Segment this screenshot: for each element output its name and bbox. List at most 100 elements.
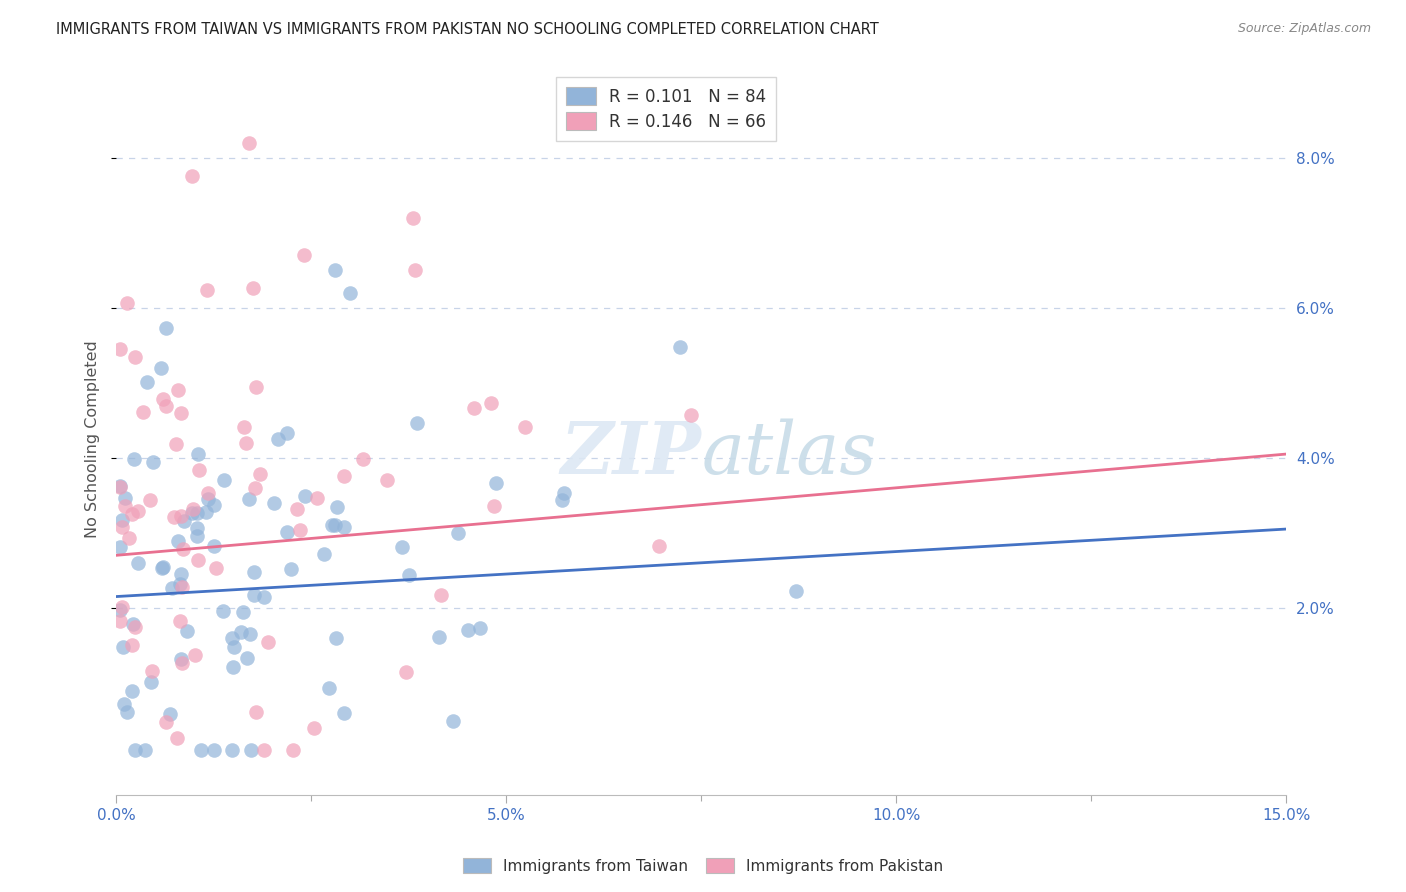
Point <box>121 507 143 521</box>
Point <box>395 665 418 680</box>
Y-axis label: No Schooling Completed: No Schooling Completed <box>86 340 100 538</box>
Point <box>108 614 131 628</box>
Point <box>181 501 204 516</box>
Point <box>166 731 188 745</box>
Point <box>111 520 134 534</box>
Point <box>239 627 262 641</box>
Point <box>245 380 267 394</box>
Point <box>170 508 193 523</box>
Point <box>785 584 807 599</box>
Text: Source: ZipAtlas.com: Source: ZipAtlas.com <box>1237 22 1371 36</box>
Point <box>294 489 316 503</box>
Point <box>186 553 208 567</box>
Point <box>551 492 574 507</box>
Text: ZIP: ZIP <box>561 417 702 489</box>
Point <box>406 416 429 430</box>
Point <box>287 502 309 516</box>
Point <box>302 721 325 735</box>
Point <box>108 603 131 617</box>
Point <box>117 705 139 719</box>
Point <box>232 605 254 619</box>
Point <box>212 473 235 487</box>
Point <box>513 420 536 434</box>
Point <box>183 648 205 662</box>
Point <box>221 743 243 757</box>
Point <box>114 491 136 505</box>
Point <box>242 281 264 295</box>
Point <box>134 743 156 757</box>
Point <box>307 491 329 505</box>
Point <box>194 505 217 519</box>
Point <box>323 263 346 277</box>
Point <box>172 542 194 557</box>
Point <box>186 521 208 535</box>
Point <box>186 529 208 543</box>
Point <box>332 520 354 534</box>
Point <box>485 475 508 490</box>
Point <box>176 624 198 639</box>
Point <box>204 540 226 554</box>
Point <box>221 632 243 646</box>
Point <box>190 743 212 757</box>
Point <box>404 262 426 277</box>
Point <box>263 496 285 510</box>
Point <box>352 452 374 467</box>
Point <box>202 743 225 757</box>
Point <box>122 452 145 467</box>
Point <box>152 560 174 574</box>
Point <box>553 485 575 500</box>
Point <box>222 659 245 673</box>
Point <box>162 510 184 524</box>
Point <box>430 588 453 602</box>
Point <box>121 638 143 652</box>
Point <box>170 580 193 594</box>
Point <box>186 506 208 520</box>
Point <box>170 656 193 670</box>
Point <box>339 285 361 300</box>
Point <box>169 577 191 591</box>
Point <box>276 525 298 540</box>
Point <box>240 743 263 757</box>
Point <box>114 499 136 513</box>
Point <box>131 405 153 419</box>
Point <box>139 492 162 507</box>
Point <box>398 568 420 582</box>
Point <box>332 706 354 720</box>
Point <box>108 342 131 356</box>
Point <box>243 588 266 602</box>
Point <box>457 623 479 637</box>
Point <box>124 743 146 757</box>
Point <box>482 499 505 513</box>
Point <box>115 295 138 310</box>
Point <box>159 706 181 721</box>
Point <box>333 469 356 483</box>
Point <box>108 541 131 555</box>
Point <box>243 481 266 495</box>
Point <box>150 561 173 575</box>
Point <box>180 169 202 183</box>
Point <box>224 640 246 655</box>
Point <box>170 651 193 665</box>
Point <box>325 500 347 515</box>
Point <box>108 478 131 492</box>
Point <box>117 531 139 545</box>
Point <box>165 437 187 451</box>
Point <box>257 635 280 649</box>
Point <box>463 401 485 415</box>
Point <box>321 518 343 533</box>
Point <box>155 715 177 730</box>
Point <box>238 492 260 507</box>
Point <box>112 640 135 654</box>
Point <box>111 513 134 527</box>
Point <box>238 136 260 150</box>
Point <box>111 600 134 615</box>
Point <box>235 436 257 450</box>
Point <box>679 409 702 423</box>
Point <box>167 533 190 548</box>
Point <box>152 392 174 407</box>
Point <box>283 743 305 757</box>
Point <box>468 621 491 635</box>
Point <box>149 361 172 376</box>
Point <box>127 504 149 518</box>
Point <box>280 562 302 576</box>
